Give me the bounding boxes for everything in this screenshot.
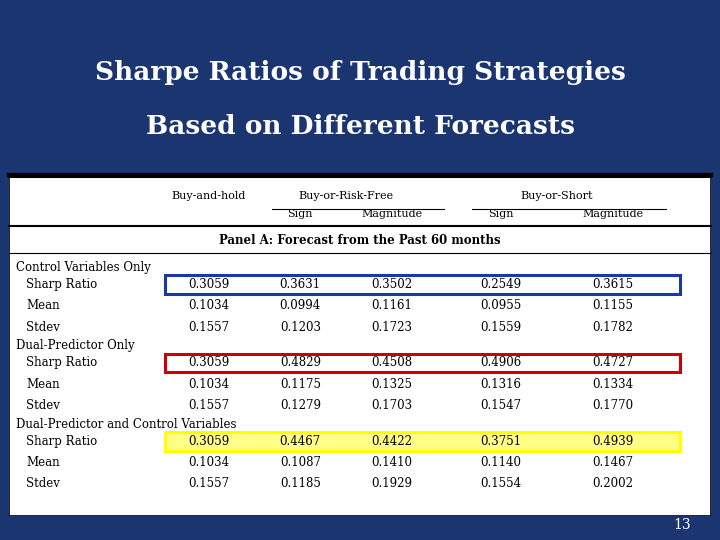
Text: 0.1557: 0.1557	[189, 399, 230, 412]
Text: 0.1155: 0.1155	[593, 299, 634, 312]
Text: 0.1334: 0.1334	[593, 377, 634, 390]
Text: Sign: Sign	[287, 209, 313, 219]
Text: 0.3615: 0.3615	[593, 278, 634, 291]
Text: 13: 13	[674, 518, 691, 532]
Text: 0.1410: 0.1410	[371, 456, 412, 469]
Text: 0.3751: 0.3751	[480, 435, 521, 448]
Text: 0.1929: 0.1929	[371, 477, 412, 490]
Text: 0.1279: 0.1279	[280, 399, 321, 412]
Text: 0.1203: 0.1203	[280, 321, 321, 334]
Text: 0.3059: 0.3059	[189, 278, 230, 291]
Text: 0.1723: 0.1723	[371, 321, 412, 334]
Text: 0.4829: 0.4829	[280, 356, 321, 369]
Text: 0.1557: 0.1557	[189, 477, 230, 490]
Bar	[165, 432, 680, 450]
Text: 0.4727: 0.4727	[593, 356, 634, 369]
Text: Based on Different Forecasts: Based on Different Forecasts	[145, 114, 575, 139]
Text: Control Variables Only: Control Variables Only	[16, 261, 150, 274]
Text: Buy-and-hold: Buy-and-hold	[172, 191, 246, 201]
Text: 0.1557: 0.1557	[189, 321, 230, 334]
Text: Sign: Sign	[487, 209, 513, 219]
Text: Mean: Mean	[26, 377, 60, 390]
Text: 0.1161: 0.1161	[372, 299, 412, 312]
Text: Stdev: Stdev	[26, 477, 60, 490]
Text: 0.2549: 0.2549	[480, 278, 521, 291]
Text: Buy-or-Risk-Free: Buy-or-Risk-Free	[298, 191, 394, 201]
Text: Magnitude: Magnitude	[582, 209, 644, 219]
Text: Mean: Mean	[26, 299, 60, 312]
Text: 0.1559: 0.1559	[480, 321, 521, 334]
Text: 0.1087: 0.1087	[280, 456, 321, 469]
Text: Panel A: Forecast from the Past 60 months: Panel A: Forecast from the Past 60 month…	[219, 234, 501, 247]
Text: Sharp Ratio: Sharp Ratio	[26, 435, 97, 448]
Text: 0.1554: 0.1554	[480, 477, 521, 490]
Text: 0.4422: 0.4422	[371, 435, 412, 448]
Text: 0.4467: 0.4467	[279, 435, 321, 448]
Text: 0.1782: 0.1782	[593, 321, 634, 334]
Text: Sharpe Ratios of Trading Strategies: Sharpe Ratios of Trading Strategies	[94, 60, 626, 85]
Text: Dual-Predictor and Control Variables: Dual-Predictor and Control Variables	[16, 418, 236, 431]
Text: 0.1175: 0.1175	[280, 377, 321, 390]
Text: Mean: Mean	[26, 456, 60, 469]
Text: 0.4906: 0.4906	[480, 356, 521, 369]
Text: 0.3502: 0.3502	[371, 278, 412, 291]
Text: Buy-or-Short: Buy-or-Short	[521, 191, 593, 201]
Text: 0.1467: 0.1467	[593, 456, 634, 469]
Text: Stdev: Stdev	[26, 321, 60, 334]
Text: 0.0955: 0.0955	[480, 299, 521, 312]
Text: 0.1703: 0.1703	[371, 399, 412, 412]
Text: 0.1185: 0.1185	[280, 477, 320, 490]
Text: 0.1034: 0.1034	[189, 299, 230, 312]
Text: 0.1547: 0.1547	[480, 399, 521, 412]
Text: 0.1770: 0.1770	[593, 399, 634, 412]
Text: Sharp Ratio: Sharp Ratio	[26, 356, 97, 369]
Text: 0.3059: 0.3059	[189, 356, 230, 369]
Text: Stdev: Stdev	[26, 399, 60, 412]
Text: 0.1034: 0.1034	[189, 377, 230, 390]
Text: 0.0994: 0.0994	[279, 299, 321, 312]
Text: Sharp Ratio: Sharp Ratio	[26, 278, 97, 291]
Text: 0.2002: 0.2002	[593, 477, 634, 490]
Text: 0.1316: 0.1316	[480, 377, 521, 390]
Bar	[165, 354, 680, 372]
Bar	[165, 275, 680, 294]
Text: 0.4508: 0.4508	[371, 356, 412, 369]
Text: 0.4939: 0.4939	[593, 435, 634, 448]
Text: Dual-Predictor Only: Dual-Predictor Only	[16, 339, 135, 353]
Text: Magnitude: Magnitude	[361, 209, 422, 219]
Text: 0.1325: 0.1325	[371, 377, 412, 390]
Text: 0.3631: 0.3631	[279, 278, 321, 291]
Text: 0.1140: 0.1140	[480, 456, 521, 469]
Text: 0.3059: 0.3059	[189, 435, 230, 448]
Text: 0.1034: 0.1034	[189, 456, 230, 469]
